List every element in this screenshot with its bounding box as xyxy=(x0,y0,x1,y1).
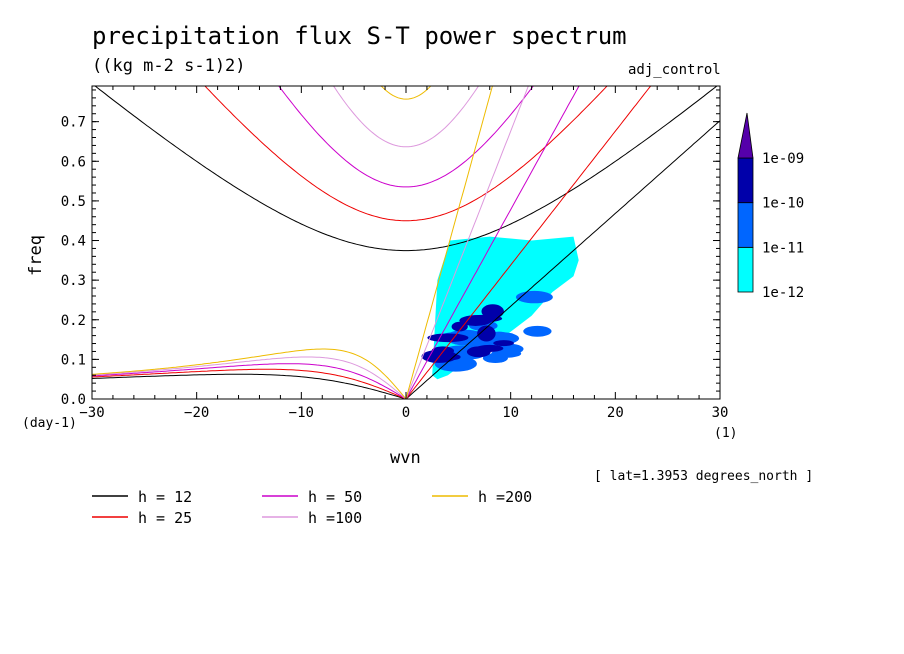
x-tick-label: 0 xyxy=(402,405,410,421)
gravity-curve-h25 xyxy=(204,86,608,222)
power-blob-1e-11 xyxy=(482,353,508,363)
rossby-curve-h50 xyxy=(92,363,407,399)
x-axis-label: wvn xyxy=(390,448,421,468)
legend-label-h100: h =100 xyxy=(308,509,362,527)
chart-units: ((kg m-2 s-1)2) xyxy=(92,56,246,76)
gravity-curve-h100 xyxy=(332,86,480,148)
legend-label-h12: h = 12 xyxy=(138,488,192,506)
legend-label-h25: h = 25 xyxy=(138,509,192,527)
x-axis-unit: (1) xyxy=(714,426,738,441)
kelvin-curve-h12 xyxy=(405,120,720,399)
y-tick-label: 0.0 xyxy=(61,392,86,408)
power-blob-1e-10 xyxy=(427,333,469,343)
power-blob-1e-10 xyxy=(481,304,504,319)
rossby-curve-h25 xyxy=(92,368,407,399)
y-tick-label: 0.7 xyxy=(61,115,86,131)
colorbar-label-1e-10: 1e-10 xyxy=(762,196,804,212)
kelvin-curve-h100 xyxy=(405,86,529,399)
kelvin-curve-h200 xyxy=(405,86,493,399)
y-tick-label: 0.3 xyxy=(61,273,86,289)
kelvin-curve-h25 xyxy=(405,86,652,399)
colorbar-box-1e-11 xyxy=(737,202,754,248)
legend-label-h50: h = 50 xyxy=(308,488,362,506)
rossby-curve-h100 xyxy=(92,356,407,399)
colorbar-label-1e-11: 1e-11 xyxy=(762,240,804,256)
gravity-curve-h50 xyxy=(278,86,534,188)
colorbar-box-1e-12 xyxy=(737,246,754,293)
gravity-curve-h200 xyxy=(380,86,432,100)
power-blob-1e-10 xyxy=(462,314,503,323)
kelvin-curve-h50 xyxy=(405,86,580,399)
y-tick-label: 0.2 xyxy=(61,313,86,329)
y-axis-unit: (day-1) xyxy=(22,416,77,431)
colorbar-box-1e-10 xyxy=(737,157,754,204)
rossby-curve-h200 xyxy=(92,348,407,399)
x-tick-label: 30 xyxy=(712,405,729,421)
plot-area xyxy=(92,86,720,399)
colorbar-label-1e-09: 1e-09 xyxy=(762,151,804,167)
y-tick-label: 0.6 xyxy=(61,154,86,170)
power-blob-1e-10 xyxy=(477,325,496,342)
colorbar-overflow-arrow xyxy=(737,112,754,159)
latitude-note: [ lat=1.3953 degrees_north ] xyxy=(594,469,814,484)
power-blob-1e-10 xyxy=(476,344,504,352)
plot-frame xyxy=(91,85,721,400)
power-blob-1e-11 xyxy=(523,325,552,337)
colorbar-label-1e-12: 1e-12 xyxy=(762,285,804,301)
x-tick-label: 20 xyxy=(607,405,624,421)
rossby-curve-h12 xyxy=(92,373,407,399)
power-blob-1e-10 xyxy=(442,353,461,361)
y-tick-label: 0.5 xyxy=(61,194,86,210)
y-tick-label: 0.4 xyxy=(61,234,86,250)
power-blob-1e-10 xyxy=(493,340,514,347)
chart-title: precipitation flux S-T power spectrum xyxy=(92,22,627,50)
legend-label-h200: h =200 xyxy=(478,488,532,506)
x-tick-label: −20 xyxy=(184,405,209,421)
y-tick-label: 0.1 xyxy=(61,352,86,368)
power-blob-1e-10 xyxy=(431,346,455,356)
x-tick-label: −10 xyxy=(289,405,314,421)
x-tick-label: −30 xyxy=(79,405,104,421)
gravity-curve-h12 xyxy=(94,86,718,252)
x-tick-label: 10 xyxy=(502,405,519,421)
run-name: adj_control xyxy=(628,62,721,78)
